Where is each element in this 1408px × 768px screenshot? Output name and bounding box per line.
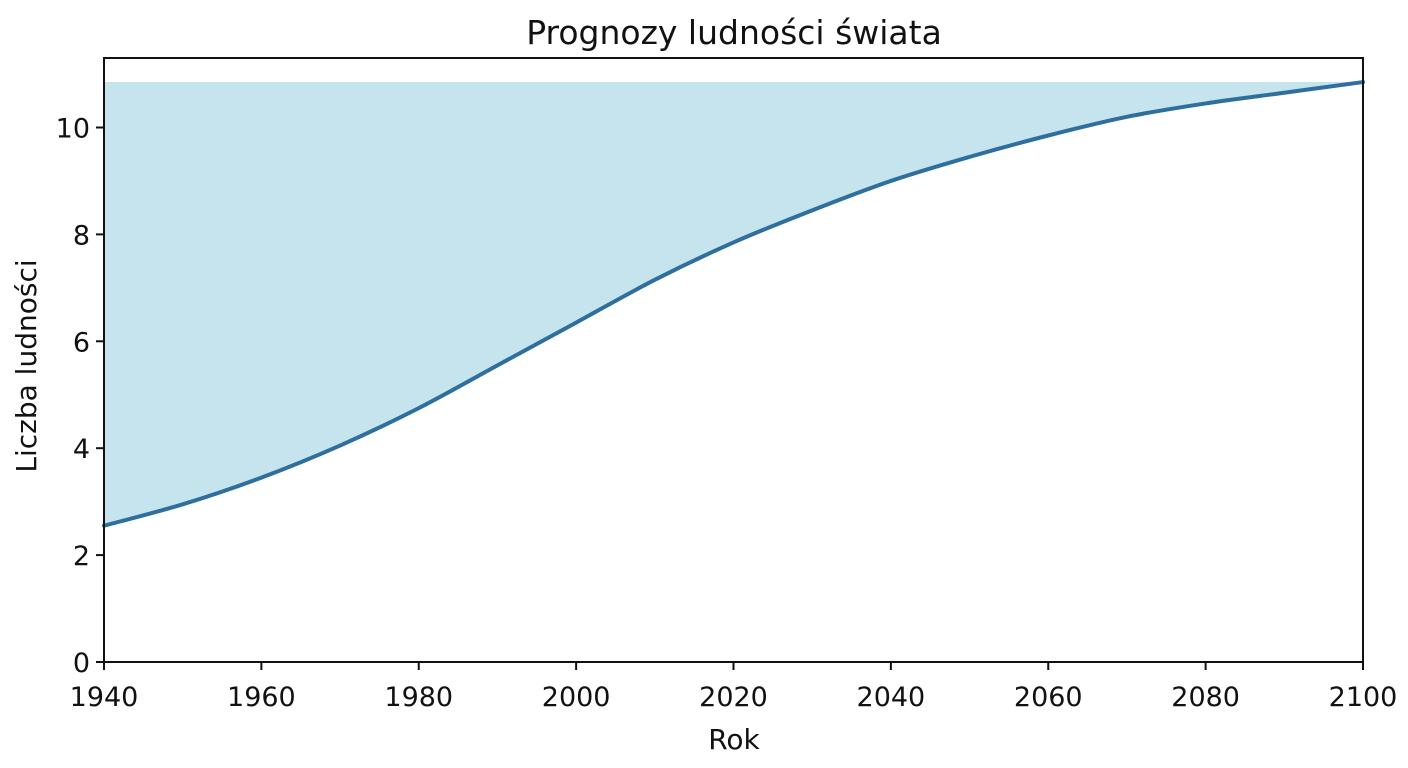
x-tick-label: 2080 <box>1171 682 1240 713</box>
x-tick-label: 2060 <box>1014 682 1083 713</box>
x-tick-label: 2040 <box>857 682 926 713</box>
y-tick-label: 0 <box>73 648 90 679</box>
y-tick-label: 2 <box>73 541 90 572</box>
shaded-area <box>104 82 1363 526</box>
y-tick-label: 8 <box>73 220 90 251</box>
plot-area <box>102 80 1365 528</box>
y-tick-label: 10 <box>56 113 90 144</box>
x-axis: 1940 1960 1980 2000 2020 2040 2060 2080 2100 <box>70 662 1398 713</box>
population-line <box>102 80 1365 528</box>
y-tick-label: 6 <box>73 327 90 358</box>
x-tick-label: 2100 <box>1329 682 1398 713</box>
x-tick-label: 1940 <box>70 682 139 713</box>
x-tick-label: 2000 <box>542 682 611 713</box>
x-axis-label: Rok <box>708 723 760 756</box>
x-tick-label: 1980 <box>384 682 453 713</box>
y-axis-label: Liczba ludności <box>10 259 43 472</box>
x-tick-label: 2020 <box>699 682 768 713</box>
chart-title: Prognozy ludności świata <box>526 13 942 52</box>
y-tick-label: 4 <box>73 434 90 465</box>
y-axis: 0 2 4 6 8 10 <box>56 113 104 679</box>
x-tick-label: 1960 <box>227 682 296 713</box>
